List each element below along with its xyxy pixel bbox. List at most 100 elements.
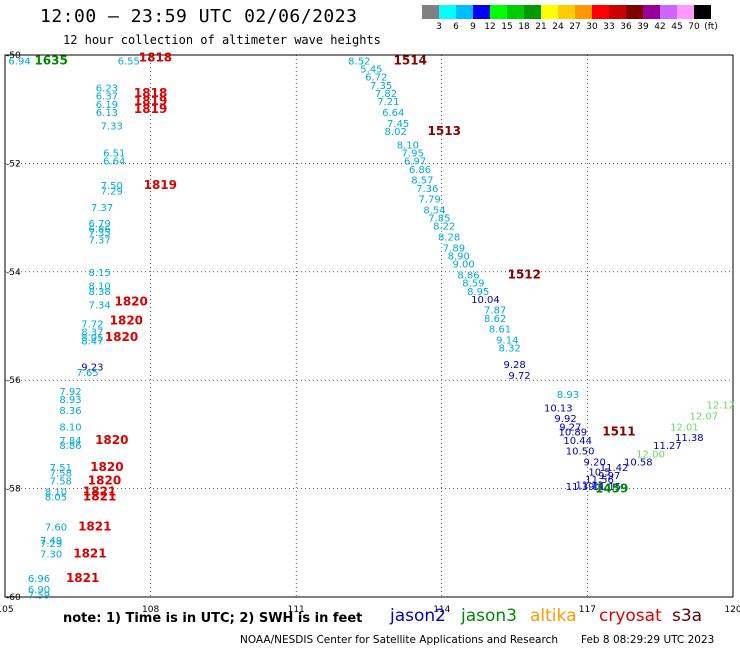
pass-time-label: 1820 (90, 460, 123, 474)
legend-label: 33 (603, 22, 615, 32)
legend-label: 24 (552, 22, 564, 32)
wave-height-label: 7.60 (45, 523, 67, 534)
wave-height-label: 8.93 (557, 390, 579, 401)
wave-height-label: 10.44 (563, 436, 592, 447)
legend-swatch (609, 5, 626, 19)
pass-time-label: 1513 (428, 124, 461, 138)
pass-time-label: 1512 (508, 268, 541, 282)
wave-height-label: 9.14 (496, 336, 518, 347)
legend-label: 3 (436, 22, 442, 32)
wave-height-label: 6.79 (89, 219, 111, 230)
wave-height-label: 8.59 (462, 279, 484, 290)
y-tick-label: -56 (6, 376, 21, 386)
y-tick-label: -50 (6, 51, 21, 61)
wave-height-label: 10.13 (544, 403, 573, 414)
wave-height-label: 10.04 (471, 295, 500, 306)
legend-label: 42 (654, 22, 666, 32)
credit-text: NOAA/NESDIS Center for Satellite Applica… (240, 634, 558, 646)
wave-height-label: 8.47 (81, 337, 103, 348)
wave-height-label: 8.10 (397, 140, 419, 151)
wave-height-label: 7.49 (40, 536, 62, 547)
wave-height-label: 8.86 (59, 441, 81, 452)
wave-height-label: 9.72 (508, 371, 530, 382)
wave-height-label: 8.62 (484, 314, 506, 325)
wave-height-label: 7.58 (50, 476, 72, 487)
wave-height-label: 6.37 (96, 92, 118, 103)
wave-height-label: 10.50 (566, 447, 595, 458)
wave-height-label: 6.72 (365, 73, 387, 84)
legend-swatch (626, 5, 643, 19)
x-tick-label: 105 (0, 605, 14, 615)
wave-height-label: 11.42 (600, 463, 629, 474)
x-tick-label: 117 (579, 605, 596, 615)
pass-time-label: 1820 (88, 473, 121, 487)
wave-height-label: 6.97 (404, 157, 426, 168)
wave-height-label: 10.89 (559, 428, 588, 439)
wave-height-label: 8.15 (89, 268, 111, 279)
wave-height-label: 11.56 (585, 475, 614, 486)
legend-label: 39 (637, 22, 649, 32)
wave-height-label: 6.86 (89, 224, 111, 235)
legend-label: 70 (688, 22, 700, 32)
y-tick-label: -60 (6, 593, 21, 603)
wave-height-label: 8.10 (59, 422, 81, 433)
wave-height-label: 8.10 (89, 281, 111, 292)
legend-label: 12 (484, 22, 496, 32)
pass-time-label: 1820 (114, 295, 147, 309)
wave-height-label: 6.13 (96, 108, 118, 119)
wave-height-label: 8.02 (385, 127, 407, 138)
wave-height-label: 8.54 (423, 205, 445, 216)
legend-swatch (677, 5, 694, 19)
wave-height-label: 6.86 (409, 165, 431, 176)
legend-swatch (575, 5, 592, 19)
wave-height-label: 8.38 (89, 287, 111, 298)
pass-time-label: 1820 (105, 330, 138, 344)
wave-height-label: 7.21 (377, 97, 399, 108)
wave-height-label: 9.28 (503, 360, 525, 371)
wave-height-label: 7.50 (101, 181, 123, 192)
wave-height-label: 8.36 (59, 406, 81, 417)
wave-height-label: 11.15 (592, 482, 621, 493)
wave-height-label: 7.29 (40, 539, 62, 550)
legend-label: 9 (470, 22, 476, 32)
legend-swatch (456, 5, 473, 19)
wave-height-label: 7.58 (50, 468, 72, 479)
wave-height-label: 7.36 (416, 184, 438, 195)
legend-label: 30 (586, 22, 598, 32)
pass-time-label: 1818 (134, 86, 167, 100)
wave-height-label: 7.85 (428, 214, 450, 225)
wave-height-label: 8.28 (438, 233, 460, 244)
wave-height-label: 10.5 (588, 467, 610, 478)
pass-time-label: 1821 (78, 520, 111, 534)
wave-height-label: 8.95 (467, 287, 489, 298)
wave-height-label: 8.52 (348, 56, 370, 67)
legend-label: 6 (453, 22, 459, 32)
wave-height-label: 5.45 (360, 65, 382, 76)
satellite-label-jason3: jason3 (461, 606, 517, 626)
footer-note: note: 1) Time is in UTC; 2) SWH is in fe… (63, 611, 363, 626)
pass-time-label: 1820 (95, 433, 128, 447)
legend-swatch (490, 5, 507, 19)
wave-height-label: 7.35 (89, 228, 111, 239)
satellite-label-jason2: jason2 (390, 606, 446, 626)
pass-time-label: 1821 (73, 547, 106, 561)
generated-timestamp: Feb 8 08:29:29 UTC 2023 (581, 634, 715, 646)
wave-height-label: 6.55 (118, 56, 140, 67)
legend-label: 36 (620, 22, 632, 32)
wave-height-label: 7.95 (402, 149, 424, 160)
legend-swatch (660, 5, 677, 19)
x-tick-label: 114 (433, 605, 450, 615)
wave-height-label: 9.00 (453, 260, 475, 271)
legend-swatch (524, 5, 541, 19)
wave-height-label: 9.27 (559, 422, 581, 433)
wave-height-label: 6.19 (96, 100, 118, 111)
legend-swatch (558, 5, 575, 19)
wave-height-label: 7.35 (370, 81, 392, 92)
wave-height-label: 12.12 (707, 401, 736, 412)
wave-height-label: 11.11 (576, 480, 605, 491)
legend-swatch (439, 5, 456, 19)
legend-label: 45 (671, 22, 683, 32)
legend-swatch (541, 5, 558, 19)
wave-height-label: 10.58 (624, 458, 653, 469)
wave-height-label: 7.82 (375, 89, 397, 100)
